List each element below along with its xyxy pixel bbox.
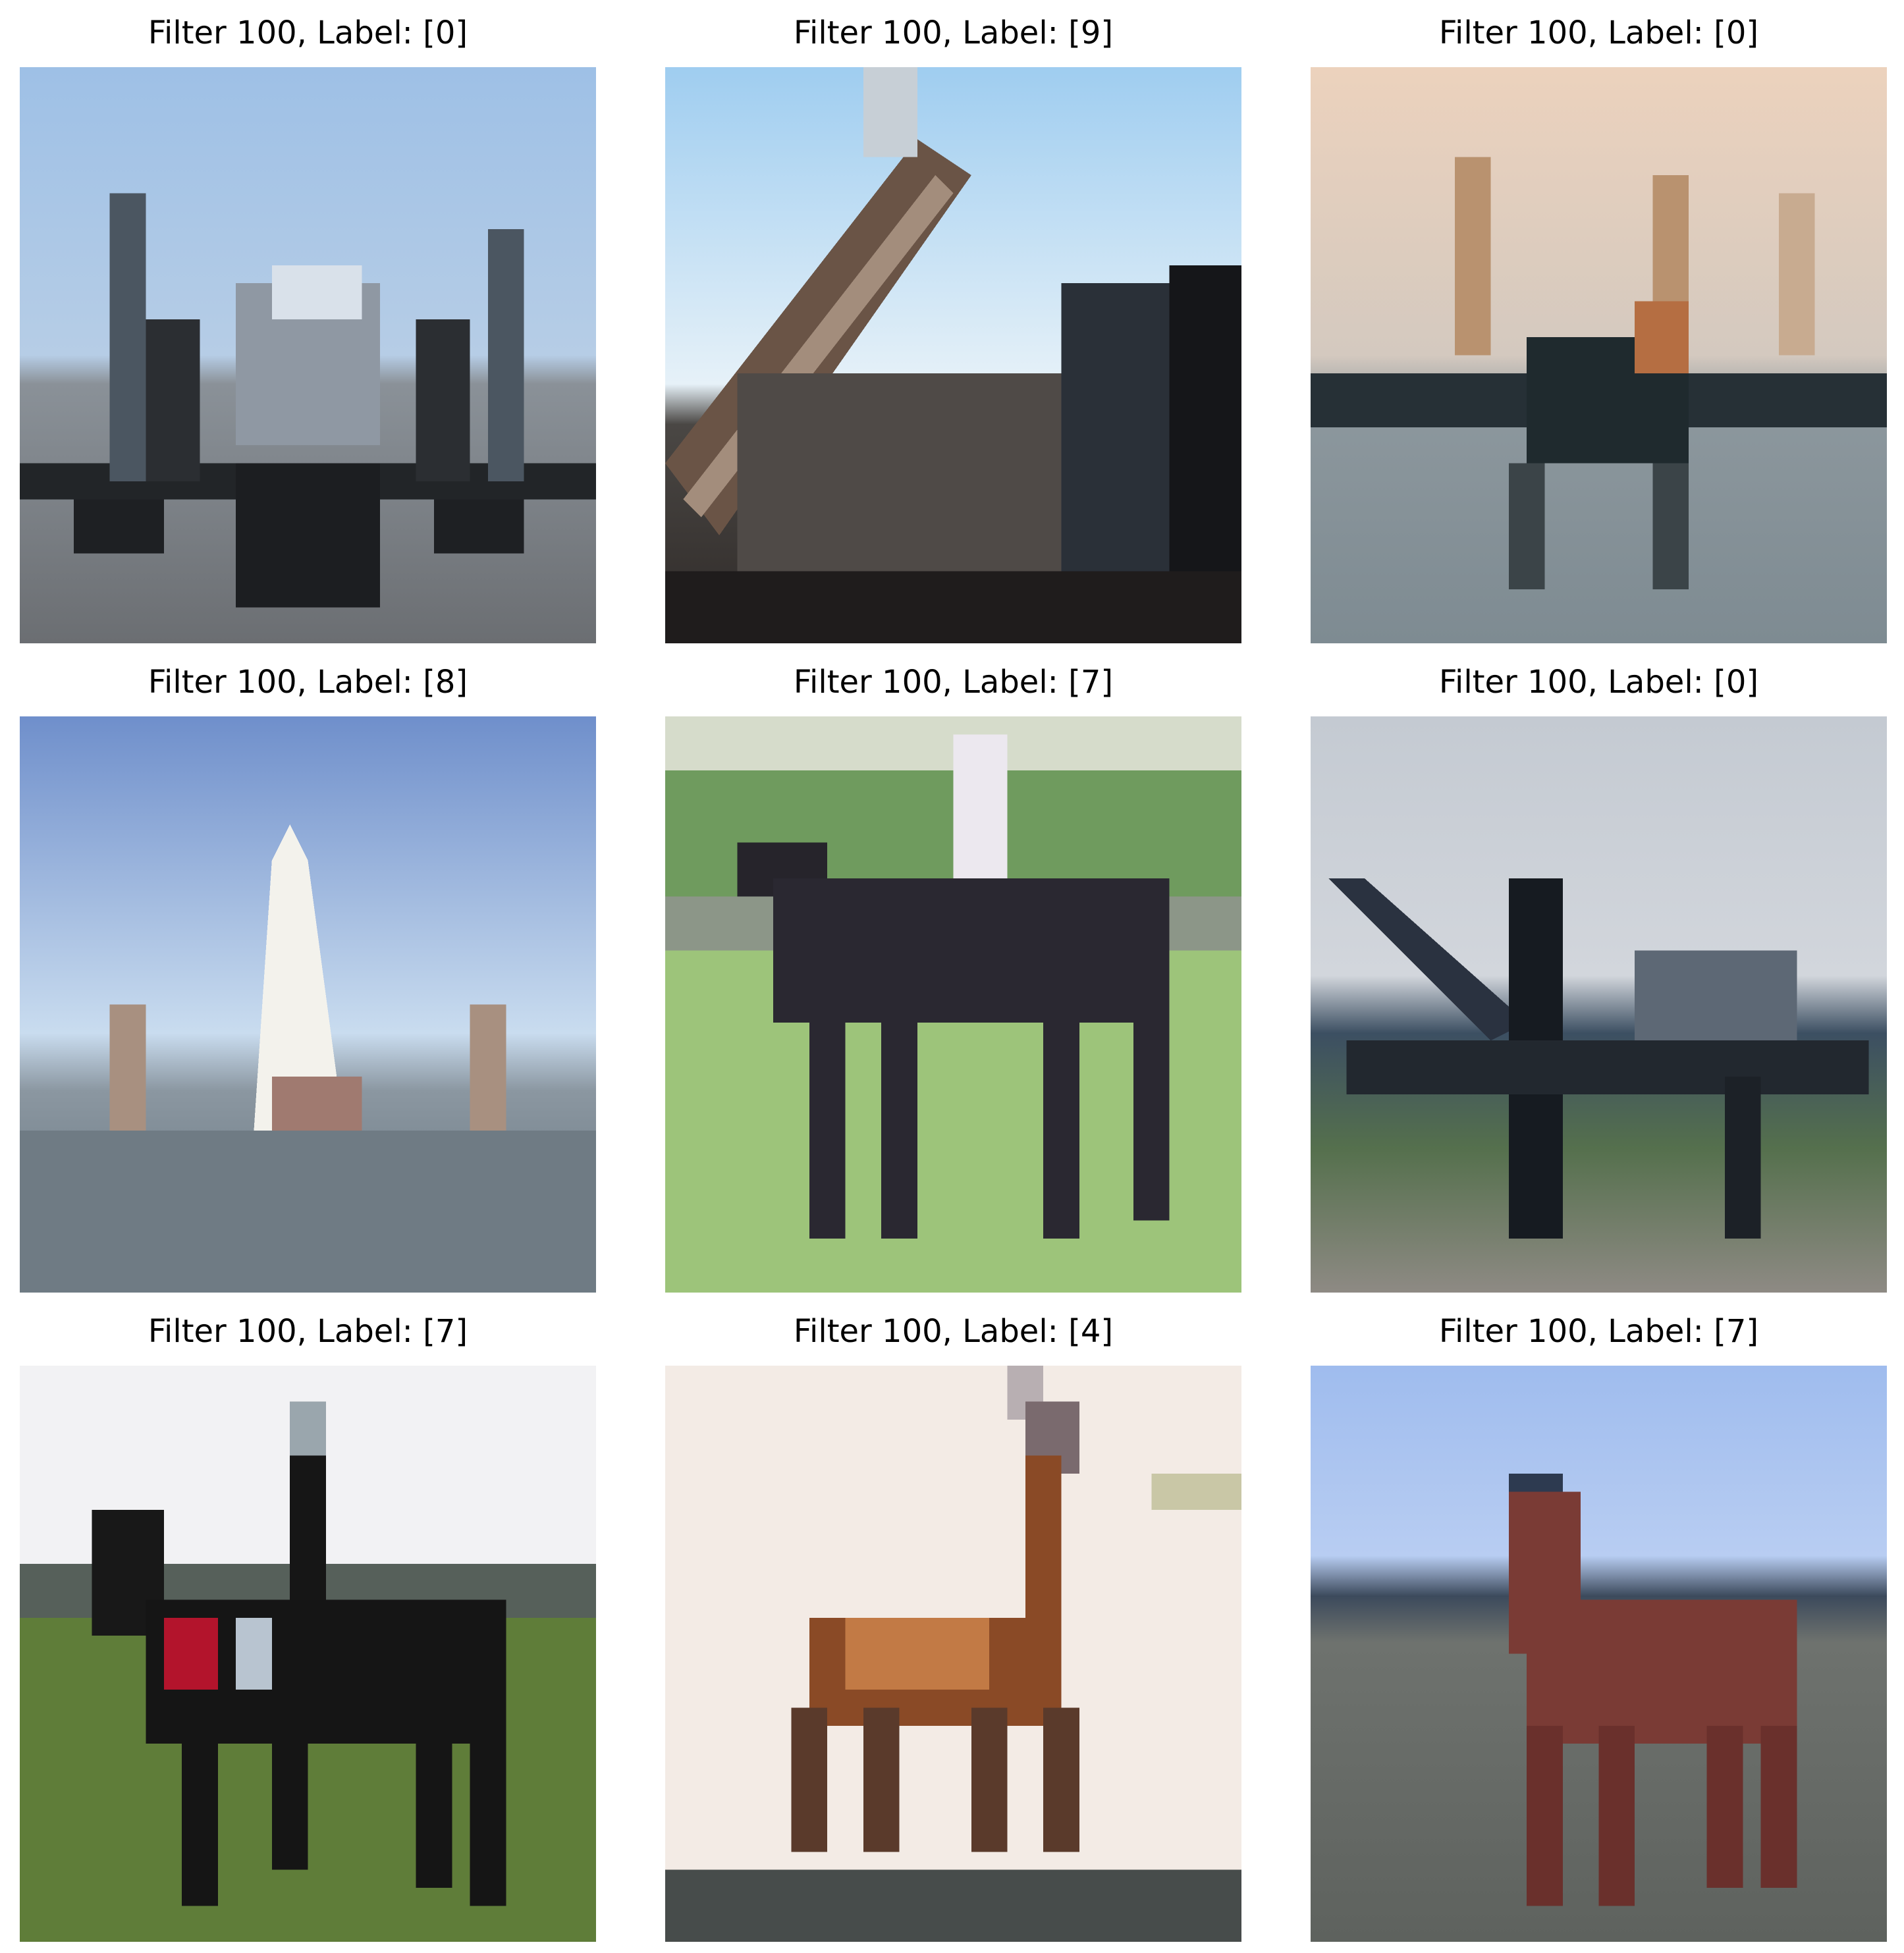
panel-title: Filter 100, Label: [0] [1438,14,1759,51]
panel-title: Filter 100, Label: [7] [1438,1313,1759,1350]
propeller-airplane-image [20,67,596,643]
panel-title: Filter 100, Label: [7] [148,1313,468,1350]
brown-horse-image [1311,1366,1887,1942]
horse-rider-field-image [20,1366,596,1942]
panel-title: Filter 100, Label: [7] [793,664,1114,701]
truck-crane-image [665,67,1241,643]
deer-image [665,1366,1241,1942]
horse-rider-trees-image [665,716,1241,1293]
jet-airplane-image [1311,67,1887,643]
space-shuttle-image [20,716,596,1293]
fighter-jet-image [1311,716,1887,1293]
panel-title: Filter 100, Label: [0] [1438,664,1759,701]
panel-title: Filter 100, Label: [9] [793,14,1114,51]
panel-title: Filter 100, Label: [0] [148,14,468,51]
panel-title: Filter 100, Label: [4] [793,1313,1114,1350]
panel-title: Filter 100, Label: [8] [148,664,468,701]
